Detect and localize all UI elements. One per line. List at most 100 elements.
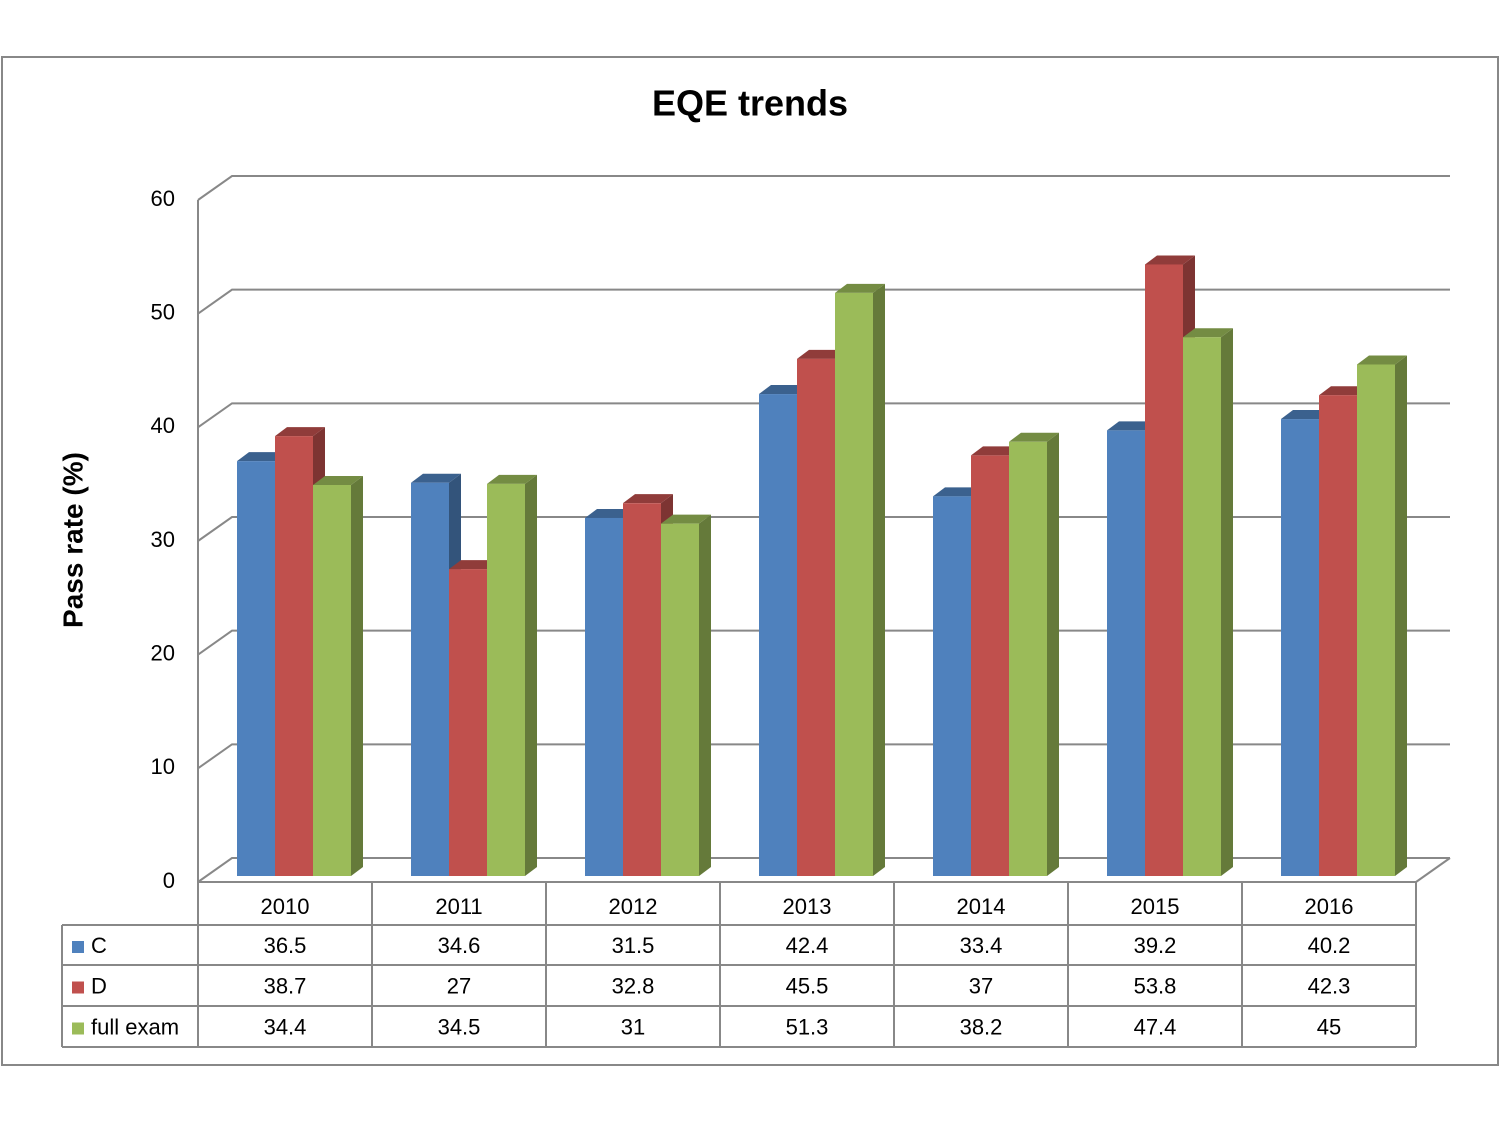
bar-top [835,283,885,293]
table-value: 42.4 [786,933,829,958]
y-tick-label: 40 [151,413,175,438]
bar-front [1183,337,1221,877]
bar-top [1145,255,1195,265]
bar-front [1107,430,1145,876]
bar [835,283,885,876]
legend-swatch [72,1022,84,1035]
bar [1183,328,1233,877]
bar-side [525,474,537,876]
table-value: 39.2 [1134,933,1177,958]
table-value: 31 [621,1014,645,1039]
y-tick-label: 10 [151,754,175,779]
bar-front [759,394,797,876]
bar-front [1145,264,1183,876]
bar-top [275,427,325,437]
bar-top [1319,386,1369,396]
table-value: 45 [1317,1014,1341,1039]
bar-top [1107,421,1157,431]
table-value: 31.5 [612,933,655,958]
bar-front [1357,364,1395,876]
grid-line [197,175,1450,201]
legend-label: D [91,973,107,998]
bar-front [275,436,313,876]
x-tick-label: 2012 [609,894,658,919]
x-tick-label: 2010 [261,894,310,919]
bar [661,514,711,876]
x-tick-label: 2014 [957,894,1006,919]
bar [1009,432,1059,876]
table-value: 34.5 [438,1014,481,1039]
bar-side [1221,328,1233,877]
table-value: 53.8 [1134,973,1177,998]
bar-front [1319,395,1357,876]
y-tick-label: 0 [163,868,175,893]
bar-top [313,475,363,485]
floor-edge [1415,857,1451,883]
chart-title: EQE trends [652,83,848,124]
legend-label: full exam [91,1014,179,1039]
bar-side [699,514,711,876]
bar-side [351,475,363,876]
y-axis-label: Pass rate (%) [57,452,88,628]
bar-top [237,452,287,462]
bar-front [449,569,487,876]
bar-side [873,283,885,876]
y-tick-label: 50 [151,299,175,324]
y-tick-label: 20 [151,640,175,665]
bar-top [411,473,461,483]
bar-front [411,482,449,876]
bar-front [313,484,351,876]
bar-front [237,461,275,876]
bar-side [1395,355,1407,876]
bar-front [585,517,623,876]
bar-top [971,446,1021,456]
bar-top [933,487,983,497]
table-value: 36.5 [264,933,307,958]
legend-swatch [72,941,84,953]
bar-top [1183,328,1233,338]
table-value: 27 [447,973,471,998]
table-value: 34.4 [264,1014,307,1039]
bar-front [933,496,971,876]
legend-label: C [91,933,107,958]
x-tick-label: 2011 [435,894,482,919]
table-value: 51.3 [786,1014,829,1039]
bar-top [661,514,711,524]
table-value: 38.2 [960,1014,1003,1039]
table-value: 32.8 [612,973,655,998]
chart-frame [1,56,1499,1066]
table-value: 38.7 [264,973,307,998]
bar-top [797,349,847,359]
bar-front [797,358,835,877]
x-tick-label: 2016 [1305,894,1354,919]
bar-top [487,474,537,484]
x-tick-label: 2013 [783,894,832,919]
bar [487,474,537,876]
bar-top [449,560,499,570]
bar [313,475,363,876]
bar-top [1357,355,1407,365]
bar-front [1009,441,1047,876]
bar-side [1047,432,1059,876]
table-value: 47.4 [1134,1014,1177,1039]
bar-front [1281,419,1319,876]
table-value: 33.4 [960,933,1003,958]
y-tick-label: 60 [151,186,175,211]
bar-front [487,483,525,876]
table-value: 42.3 [1308,973,1351,998]
table-value: 34.6 [438,933,481,958]
legend-swatch [72,981,84,994]
bar-top [1281,410,1331,420]
bar [1357,355,1407,876]
bar-front [971,455,1009,876]
table-value: 40.2 [1308,933,1351,958]
x-tick-label: 2015 [1131,894,1180,919]
bar-front [661,523,699,876]
table-value: 45.5 [786,973,829,998]
bar-top [759,385,809,395]
y-tick-label: 30 [151,527,175,552]
bar-top [1009,432,1059,442]
bar-front [623,503,661,876]
table-value: 37 [969,973,993,998]
